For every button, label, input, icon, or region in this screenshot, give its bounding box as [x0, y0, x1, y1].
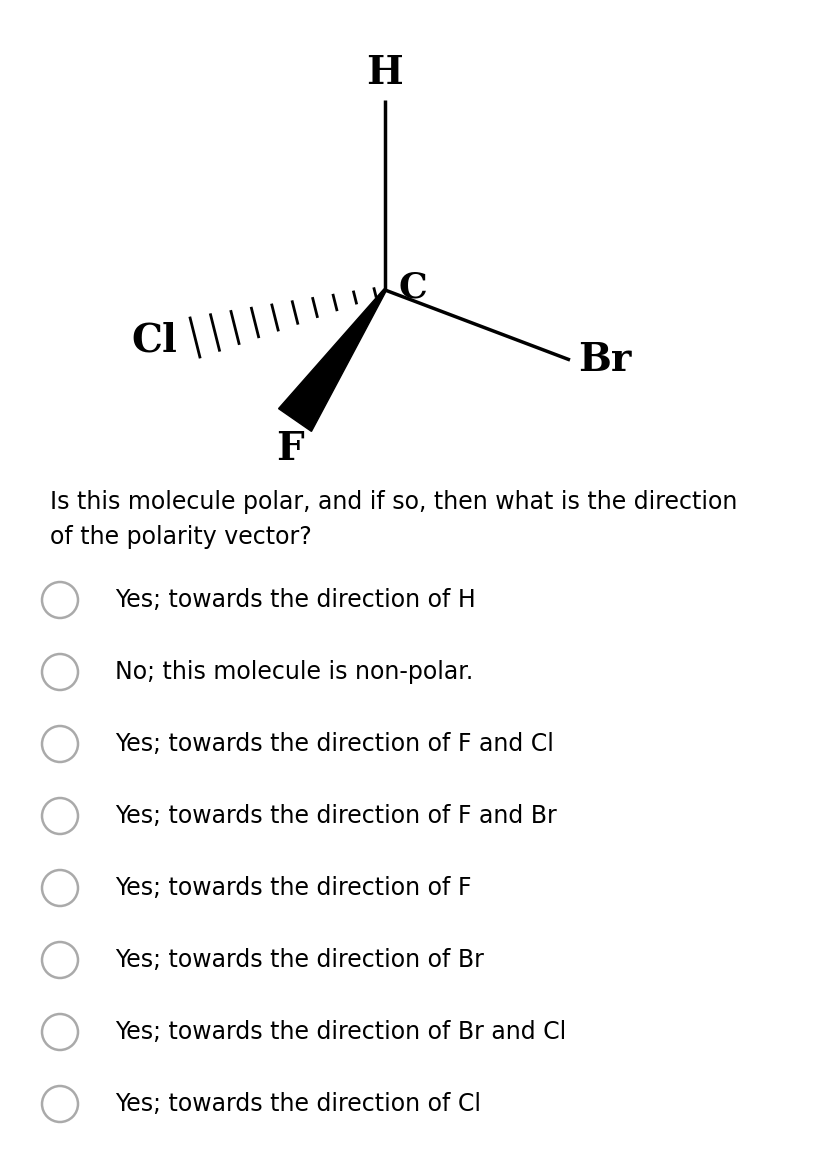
Text: F: F [276, 430, 304, 468]
Text: Yes; towards the direction of Br and Cl: Yes; towards the direction of Br and Cl [115, 1021, 566, 1044]
Text: Yes; towards the direction of H: Yes; towards the direction of H [115, 587, 476, 612]
Text: Br: Br [578, 341, 631, 378]
Text: No; this molecule is non-polar.: No; this molecule is non-polar. [115, 659, 473, 684]
Polygon shape [279, 289, 386, 432]
Text: H: H [366, 55, 404, 92]
Text: Yes; towards the direction of F and Br: Yes; towards the direction of F and Br [115, 805, 557, 828]
Text: Yes; towards the direction of Br: Yes; towards the direction of Br [115, 949, 484, 972]
Text: Yes; towards the direction of F and Cl: Yes; towards the direction of F and Cl [115, 731, 554, 756]
Text: Yes; towards the direction of Cl: Yes; towards the direction of Cl [115, 1093, 481, 1116]
Text: C: C [399, 271, 428, 305]
Text: Yes; towards the direction of F: Yes; towards the direction of F [115, 877, 471, 900]
Text: Is this molecule polar, and if so, then what is the direction
of the polarity ve: Is this molecule polar, and if so, then … [50, 490, 738, 549]
Text: Cl: Cl [131, 320, 177, 359]
